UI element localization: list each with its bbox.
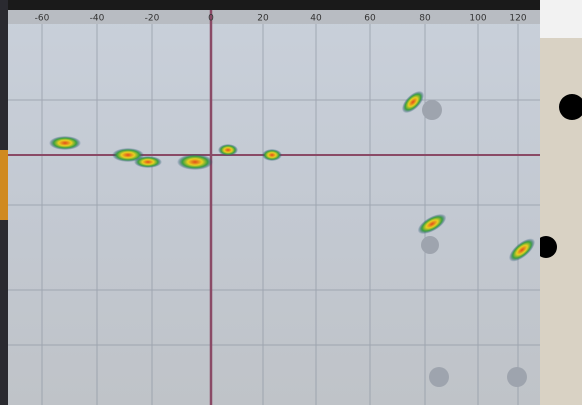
signals bbox=[49, 90, 536, 387]
grid bbox=[8, 24, 540, 405]
tick-bar bbox=[8, 10, 540, 24]
plot-panel bbox=[8, 10, 540, 405]
right-circle bbox=[535, 236, 557, 258]
tick-label: -20 bbox=[145, 14, 160, 24]
tick-label: 100 bbox=[469, 14, 486, 24]
tick-label: -60 bbox=[35, 14, 50, 24]
right-strip-top bbox=[540, 0, 582, 38]
tick-label: 80 bbox=[419, 14, 431, 24]
tick-label: -40 bbox=[90, 14, 105, 24]
tick-label: 0 bbox=[208, 14, 214, 24]
tick-label: 120 bbox=[509, 14, 526, 24]
right-circle bbox=[559, 94, 582, 120]
tick-label: 60 bbox=[364, 14, 376, 24]
right-strip bbox=[540, 0, 582, 405]
tick-label: 20 bbox=[257, 14, 269, 24]
tick-label: 40 bbox=[310, 14, 322, 24]
left-strip-accent bbox=[0, 150, 8, 220]
